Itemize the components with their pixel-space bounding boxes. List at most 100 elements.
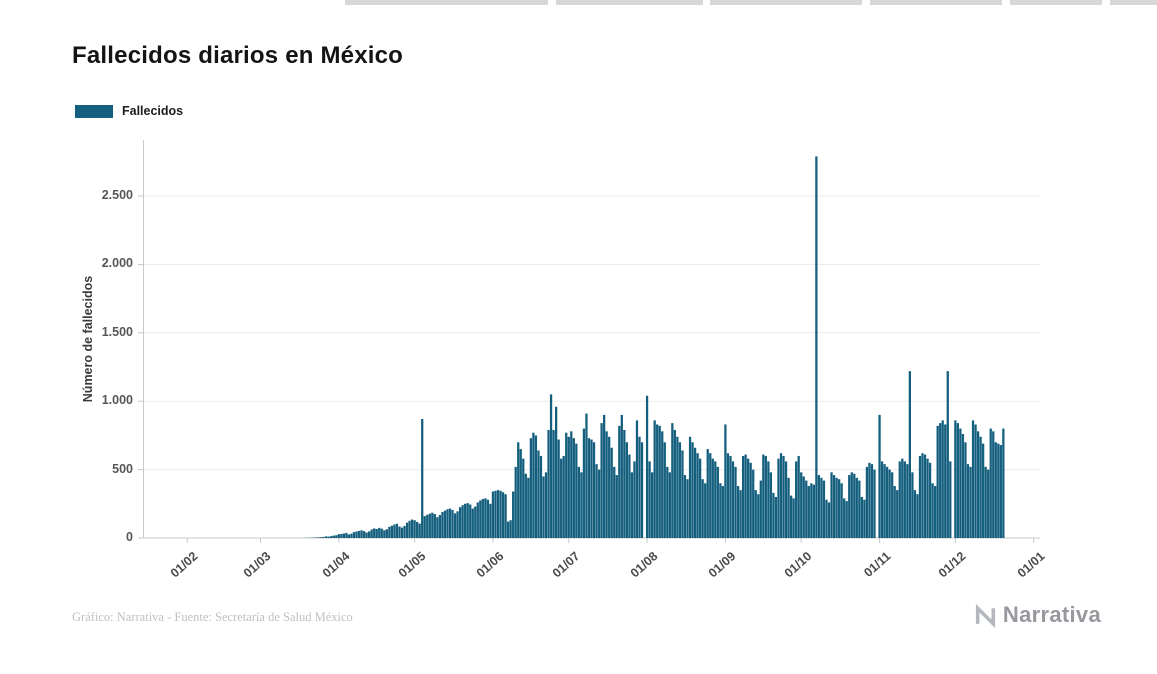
bar xyxy=(327,536,330,538)
bar xyxy=(484,498,487,538)
top-edge-artifact-segment xyxy=(870,0,1002,5)
chart-credit: Gráfico: Narrativa - Fuente: Secretaría … xyxy=(72,610,353,624)
bar xyxy=(385,529,388,538)
bar xyxy=(648,461,651,538)
bar xyxy=(853,473,856,538)
bar xyxy=(837,479,841,538)
bar xyxy=(635,420,639,538)
bar xyxy=(453,513,457,538)
bar xyxy=(673,429,677,538)
y-tick-label: 1.000 xyxy=(101,393,133,408)
bar xyxy=(438,515,442,538)
bar xyxy=(532,432,535,538)
bar xyxy=(913,490,917,538)
x-tick-label: 01/12 xyxy=(936,549,969,581)
bar xyxy=(570,431,573,538)
bar xyxy=(431,512,434,538)
bar xyxy=(398,526,401,538)
bar xyxy=(992,431,995,538)
bar xyxy=(557,439,560,538)
bar xyxy=(976,431,980,538)
bar xyxy=(989,428,992,538)
bar xyxy=(413,520,416,538)
bar xyxy=(699,458,702,538)
bar xyxy=(352,532,356,538)
bar xyxy=(458,507,462,538)
bar xyxy=(640,442,644,538)
bar xyxy=(772,492,775,538)
bar xyxy=(496,490,500,538)
bar xyxy=(994,442,997,538)
bar xyxy=(807,486,810,538)
bar xyxy=(469,504,472,538)
bar xyxy=(704,483,707,538)
bar xyxy=(443,510,447,538)
bar xyxy=(451,509,454,538)
narrativa-logo-icon xyxy=(975,603,995,628)
bar xyxy=(466,503,469,538)
bar xyxy=(805,480,808,538)
bar xyxy=(597,469,601,538)
bar xyxy=(757,494,760,538)
bar xyxy=(403,525,406,538)
bar xyxy=(527,477,530,538)
bar xyxy=(724,424,727,538)
top-edge-artifact-segment xyxy=(1010,0,1102,5)
bar xyxy=(752,469,755,538)
bar xyxy=(433,514,436,538)
bar xyxy=(784,461,788,538)
bar xyxy=(345,532,348,538)
legend-label: Fallecidos xyxy=(122,104,184,118)
top-edge-artifact-segment xyxy=(345,0,548,5)
bar xyxy=(754,490,757,538)
bar xyxy=(873,469,876,538)
bar xyxy=(966,464,970,538)
top-edge-artifact-segment xyxy=(710,0,862,5)
x-tick-label: 01/04 xyxy=(319,549,353,581)
bar xyxy=(350,533,353,538)
bar xyxy=(380,528,383,538)
bar xyxy=(355,531,358,538)
bar xyxy=(423,516,426,538)
bar xyxy=(410,519,414,538)
bar xyxy=(868,462,871,538)
bar xyxy=(759,480,762,538)
chart-title: Fallecidos diarios en México xyxy=(72,42,404,69)
bar xyxy=(388,526,391,538)
bar xyxy=(610,447,613,538)
bar xyxy=(701,479,704,538)
bar xyxy=(870,464,874,538)
bar xyxy=(822,480,826,538)
bar xyxy=(863,499,866,538)
bar xyxy=(544,472,548,538)
bar xyxy=(426,514,429,538)
bar xyxy=(325,536,328,538)
bar xyxy=(762,454,765,538)
legend: Fallecidos xyxy=(75,104,183,118)
bar xyxy=(764,455,767,538)
bar xyxy=(777,458,780,538)
bar xyxy=(436,517,439,538)
bar xyxy=(625,442,629,538)
bar xyxy=(408,520,411,538)
bar xyxy=(678,442,682,538)
bar xyxy=(911,472,914,538)
bar xyxy=(832,475,836,538)
bar xyxy=(476,502,479,538)
bar xyxy=(456,511,459,538)
bar xyxy=(509,520,512,538)
bar xyxy=(322,536,325,538)
x-tick-label: 01/10 xyxy=(781,549,815,581)
bar xyxy=(547,429,550,538)
bar xyxy=(489,503,492,538)
bar xyxy=(923,454,927,538)
bar xyxy=(949,461,952,538)
bar xyxy=(741,455,745,538)
bar xyxy=(676,436,679,538)
bar xyxy=(714,461,717,538)
bar xyxy=(939,423,942,538)
bar xyxy=(944,424,947,538)
bar xyxy=(928,462,932,538)
bar xyxy=(590,439,593,538)
